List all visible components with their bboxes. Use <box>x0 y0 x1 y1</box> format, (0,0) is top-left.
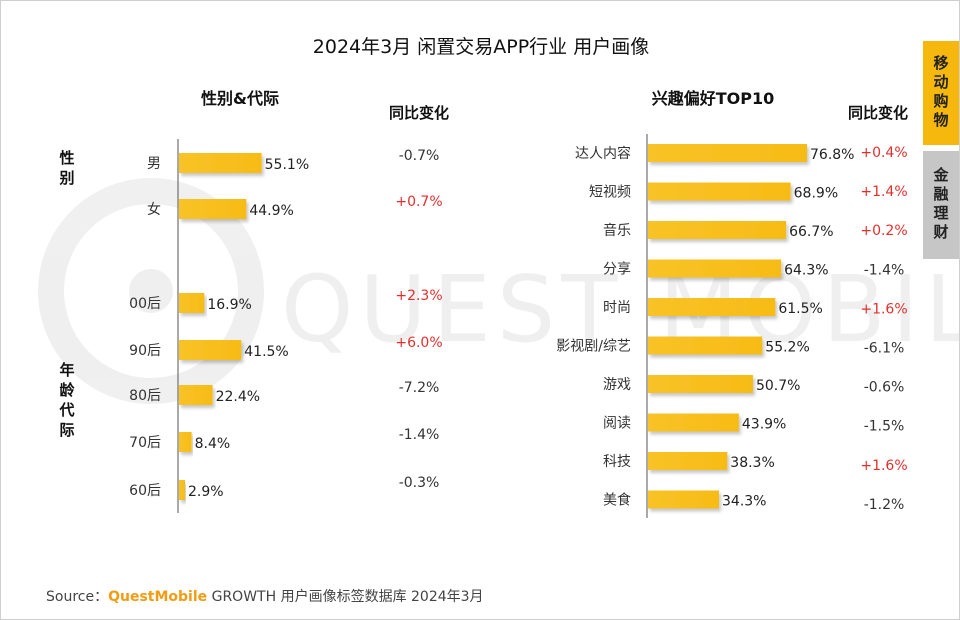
chart2-category-label: 短视频 <box>589 185 631 201</box>
chart2-value-label: 68.9% <box>794 186 838 202</box>
chart2-bar <box>648 221 787 239</box>
chart1-yoy-change: +0.7% <box>395 194 442 210</box>
chart2-bar <box>648 182 791 201</box>
chart2-yoy-change: -6.1% <box>864 341 905 357</box>
chart2-bar <box>648 298 776 316</box>
source-brand: QuestMobile <box>108 589 208 605</box>
chart2-yoy-change: +0.2% <box>860 223 907 239</box>
chart2-category-label: 分享 <box>603 261 631 278</box>
chart2-value-label: 64.3% <box>784 263 828 279</box>
chart1-category-label: 00后 <box>129 296 161 312</box>
side-tab-mobile-shopping[interactable]: 移动购物 <box>923 41 959 145</box>
chart2-category-label: 达人内容 <box>575 145 631 162</box>
chart1-category-label: 90后 <box>129 343 161 359</box>
chart1-yoy-change: +6.0% <box>395 335 442 351</box>
chart1-bar <box>179 153 262 173</box>
chart2-value-label: 61.5% <box>778 301 822 317</box>
side-tab-finance[interactable]: 金融理财 <box>923 151 959 259</box>
chart2-category-label: 时尚 <box>603 300 631 316</box>
chart1-yoy-change: -1.4% <box>399 427 440 443</box>
chart1-bar <box>179 385 213 405</box>
chart1-bar <box>179 293 205 313</box>
chart1-group-label-generation: 年 <box>59 361 74 379</box>
watermark-logo: QUEST MOBILE <box>38 178 959 404</box>
chart1-bar <box>179 340 242 360</box>
chart2-value-label: 50.7% <box>756 378 800 394</box>
main-title: 2024年3月 闲置交易APP行业 用户画像 <box>313 36 649 58</box>
chart1-bar <box>179 480 185 500</box>
watermark-ring <box>38 178 264 404</box>
chart2-yoy-change: +1.6% <box>860 458 907 474</box>
chart1-value-label: 8.4% <box>195 436 231 452</box>
chart1-category-label: 男 <box>147 156 161 172</box>
chart2-yoy-change: +1.4% <box>860 184 907 200</box>
chart2-change-header: 同比变化 <box>848 104 908 122</box>
chart2-value-label: 66.7% <box>789 224 833 240</box>
chart2-value-label: 76.8% <box>810 147 854 163</box>
chart2-bar <box>648 336 763 355</box>
chart2-yoy-change: +1.6% <box>860 301 907 317</box>
chart2-bar <box>648 413 739 432</box>
chart1-value-label: 44.9% <box>249 203 293 219</box>
chart1-group-label-generation: 龄 <box>59 381 75 399</box>
chart1-bar <box>179 432 192 452</box>
source-footer: Source：QuestMobile GROWTH 用户画像标签数据库 2024… <box>46 586 484 606</box>
chart1-change-header: 同比变化 <box>389 104 449 122</box>
chart1-value-label: 41.5% <box>244 344 288 360</box>
chart1-value-label: 22.4% <box>216 389 260 405</box>
chart2-yoy-change: -1.4% <box>864 262 905 278</box>
chart1-value-label: 16.9% <box>207 297 251 313</box>
chart2-yoy-change: -1.5% <box>864 419 905 435</box>
chart2-value-label: 38.3% <box>730 455 774 471</box>
chart1-bar <box>179 199 247 219</box>
source-detail: GROWTH 用户画像标签数据库 2024年3月 <box>207 589 484 605</box>
chart2-bar <box>648 144 807 162</box>
chart2-bar <box>648 490 720 509</box>
chart2-value-label: 34.3% <box>722 494 766 510</box>
watermark-text: QUEST MOBILE <box>281 256 959 363</box>
chart2-title: 兴趣偏好TOP10 <box>652 89 775 108</box>
chart2-category-label: 美食 <box>603 492 631 509</box>
chart1-value-label: 2.9% <box>188 484 224 500</box>
chart1-group-label-generation: 代 <box>58 401 74 419</box>
chart1-title: 性别&代际 <box>201 89 279 108</box>
chart2-bar <box>648 452 728 470</box>
chart2-yoy-change: -1.2% <box>864 497 905 513</box>
chart1-category-label: 女 <box>147 201 161 218</box>
chart1-category-label: 80后 <box>129 388 161 404</box>
chart2-bar <box>648 259 782 278</box>
chart1-group-label-generation: 际 <box>59 421 74 439</box>
chart1-group-label-gender: 别 <box>58 169 74 187</box>
chart1-value-label: 55.1% <box>265 157 309 173</box>
chart2-category-label: 音乐 <box>603 222 631 239</box>
chart2-value-label: 55.2% <box>765 340 809 356</box>
chart1-category-label: 60后 <box>129 483 161 499</box>
chart2-bar <box>648 375 753 393</box>
source-prefix: Source： <box>46 589 109 605</box>
chart1-yoy-change: -0.3% <box>399 475 440 491</box>
chart2-yoy-change: +0.4% <box>860 145 907 161</box>
chart2-category-label: 游戏 <box>603 377 631 393</box>
chart1-category-label: 70后 <box>129 435 161 451</box>
chart2-category-label: 阅读 <box>603 415 631 432</box>
chart2-value-label: 43.9% <box>742 417 786 433</box>
watermark-dot <box>129 269 173 313</box>
chart1-yoy-change: +2.3% <box>395 288 442 304</box>
chart1-yoy-change: -7.2% <box>399 380 440 396</box>
chart2-yoy-change: -0.6% <box>864 380 905 396</box>
chart1-yoy-change: -0.7% <box>399 148 440 164</box>
chart1-group-label-gender: 性 <box>59 149 74 167</box>
chart2-category-label: 科技 <box>603 454 631 470</box>
chart2-category-label: 影视剧/综艺 <box>556 339 631 355</box>
